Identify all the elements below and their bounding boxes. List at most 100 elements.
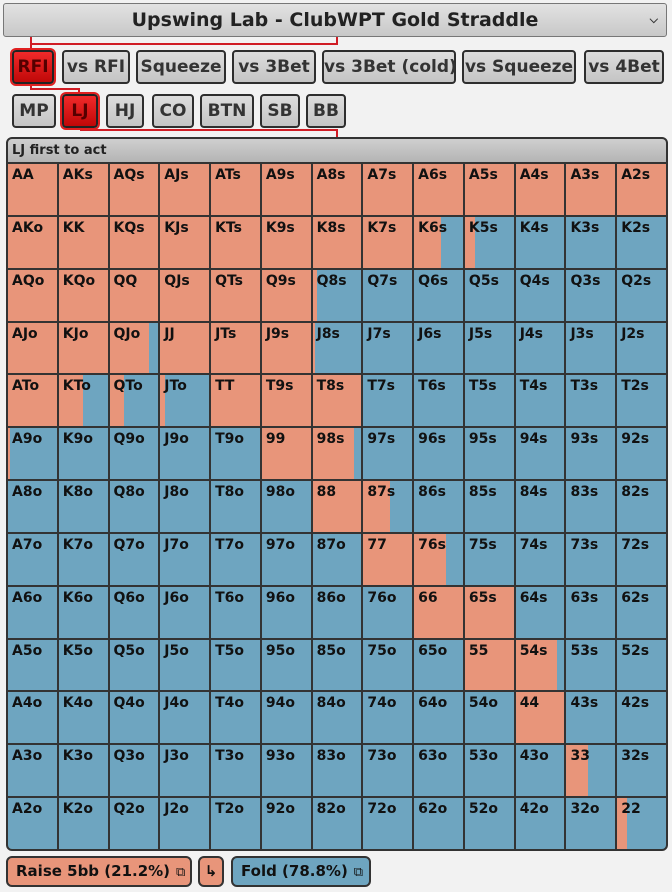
hand-cell[interactable]: 99 [261,428,311,480]
hand-cell[interactable]: 94s [515,428,565,480]
hand-cell[interactable]: AA [8,164,57,215]
hand-cell[interactable]: JJ [160,322,210,374]
hand-cell[interactable]: K9o [58,428,108,480]
hand-cell[interactable]: K5s [464,216,514,268]
position-btn[interactable]: BTN [200,94,254,128]
hand-cell[interactable]: QTs [211,269,260,321]
hand-cell[interactable]: J7s [363,322,413,374]
hand-cell[interactable]: A4o [8,692,57,744]
raise-legend[interactable]: Raise 5bb (21.2%) ⧉ [6,856,192,887]
hand-cell[interactable]: A5o [8,639,57,691]
hand-cell[interactable]: 74o [363,692,413,744]
hand-cell[interactable]: 74s [515,533,565,585]
hand-cell[interactable]: J4o [160,692,210,744]
hand-cell[interactable]: 77 [363,533,413,585]
hand-cell[interactable]: T5s [464,375,514,427]
hand-cell[interactable]: T6s [414,375,463,427]
hand-cell[interactable]: Q3s [566,269,616,321]
hand-cell[interactable]: T9s [261,375,311,427]
hand-cell[interactable]: K6o [58,586,108,638]
hand-cell[interactable]: AKs [58,164,108,215]
position-co[interactable]: CO [152,94,194,128]
position-mp[interactable]: MP [12,94,56,128]
hand-cell[interactable]: 76o [363,586,413,638]
tab-vs-3bet-cold[interactable]: vs 3Bet (cold) [322,50,457,84]
hand-cell[interactable]: 54o [464,692,514,744]
hand-cell[interactable]: 55 [464,639,514,691]
hand-cell[interactable]: KK [58,216,108,268]
hand-cell[interactable]: A8s [312,164,362,215]
hand-cell[interactable]: 52o [464,798,514,849]
hand-cell[interactable]: A9s [261,164,311,215]
hand-cell[interactable]: A2s [617,164,666,215]
hand-cell[interactable]: 44 [515,692,565,744]
hand-cell[interactable]: QJo [109,322,159,374]
hand-cell[interactable]: ATs [211,164,260,215]
hand-cell[interactable]: A6o [8,586,57,638]
hand-cell[interactable]: 42s [617,692,666,744]
hand-cell[interactable]: Q2s [617,269,666,321]
hand-cell[interactable]: 98s [312,428,362,480]
hand-cell[interactable]: AQo [8,269,57,321]
hand-cell[interactable]: Q9o [109,428,159,480]
hand-cell[interactable]: J7o [160,533,210,585]
hand-cell[interactable]: 54s [515,639,565,691]
hand-cell[interactable]: JTo [160,375,210,427]
scenario-select[interactable]: Upswing Lab - ClubWPT Gold Straddle ⌵ [3,3,667,37]
hand-cell[interactable]: AJo [8,322,57,374]
tab-rfi[interactable]: RFI [12,50,54,84]
hand-cell[interactable]: 96s [414,428,463,480]
hand-cell[interactable]: 64o [414,692,463,744]
hand-cell[interactable]: T9o [211,428,260,480]
tab-vs-3bet[interactable]: vs 3Bet [232,50,316,84]
hand-cell[interactable]: A7o [8,533,57,585]
hand-cell[interactable]: TT [211,375,260,427]
hand-cell[interactable]: 43s [566,692,616,744]
hand-cell[interactable]: 87o [312,533,362,585]
hand-cell[interactable]: 33 [566,745,616,797]
hand-cell[interactable]: Q7s [363,269,413,321]
hand-cell[interactable]: Q5o [109,639,159,691]
hand-cell[interactable]: Q9s [261,269,311,321]
hand-cell[interactable]: 62s [617,586,666,638]
hand-cell[interactable]: 83s [566,481,616,532]
hand-cell[interactable]: 92s [617,428,666,480]
hand-cell[interactable]: K8s [312,216,362,268]
hand-cell[interactable]: Q6s [414,269,463,321]
hand-cell[interactable]: K2o [58,798,108,849]
fold-legend[interactable]: Fold (78.8%) ⧉ [231,856,371,887]
hand-cell[interactable]: 52s [617,639,666,691]
hand-cell[interactable]: A4s [515,164,565,215]
hand-cell[interactable]: T6o [211,586,260,638]
hand-cell[interactable]: 75o [363,639,413,691]
tab-vs-rfi[interactable]: vs RFI [62,50,130,84]
hand-cell[interactable]: Q4s [515,269,565,321]
hand-cell[interactable]: J6o [160,586,210,638]
hand-cell[interactable]: 43o [515,745,565,797]
hand-cell[interactable]: T5o [211,639,260,691]
copy-icon[interactable]: ⧉ [176,865,186,880]
hand-cell[interactable]: 22 [617,798,666,849]
hand-cell[interactable]: 86o [312,586,362,638]
hand-cell[interactable]: T4o [211,692,260,744]
tab-vs-squeeze[interactable]: vs Squeeze [462,50,576,84]
hand-cell[interactable]: 73s [566,533,616,585]
hand-cell[interactable]: 32o [566,798,616,849]
hand-cell[interactable]: A3o [8,745,57,797]
hand-cell[interactable]: K4o [58,692,108,744]
hand-cell[interactable]: T4s [515,375,565,427]
hand-cell[interactable]: 76s [414,533,463,585]
hand-cell[interactable]: J4s [515,322,565,374]
hand-cell[interactable]: A6s [414,164,463,215]
hand-cell[interactable]: J5o [160,639,210,691]
hand-cell[interactable]: QTo [109,375,159,427]
hand-cell[interactable]: 73o [363,745,413,797]
hand-cell[interactable]: Q2o [109,798,159,849]
hand-cell[interactable]: 75s [464,533,514,585]
position-hj[interactable]: HJ [106,94,144,128]
hand-cell[interactable]: 42o [515,798,565,849]
hand-cell[interactable]: 53s [566,639,616,691]
hand-cell[interactable]: 63o [414,745,463,797]
hand-cell[interactable]: Q8s [312,269,362,321]
hand-cell[interactable]: 87s [363,481,413,532]
